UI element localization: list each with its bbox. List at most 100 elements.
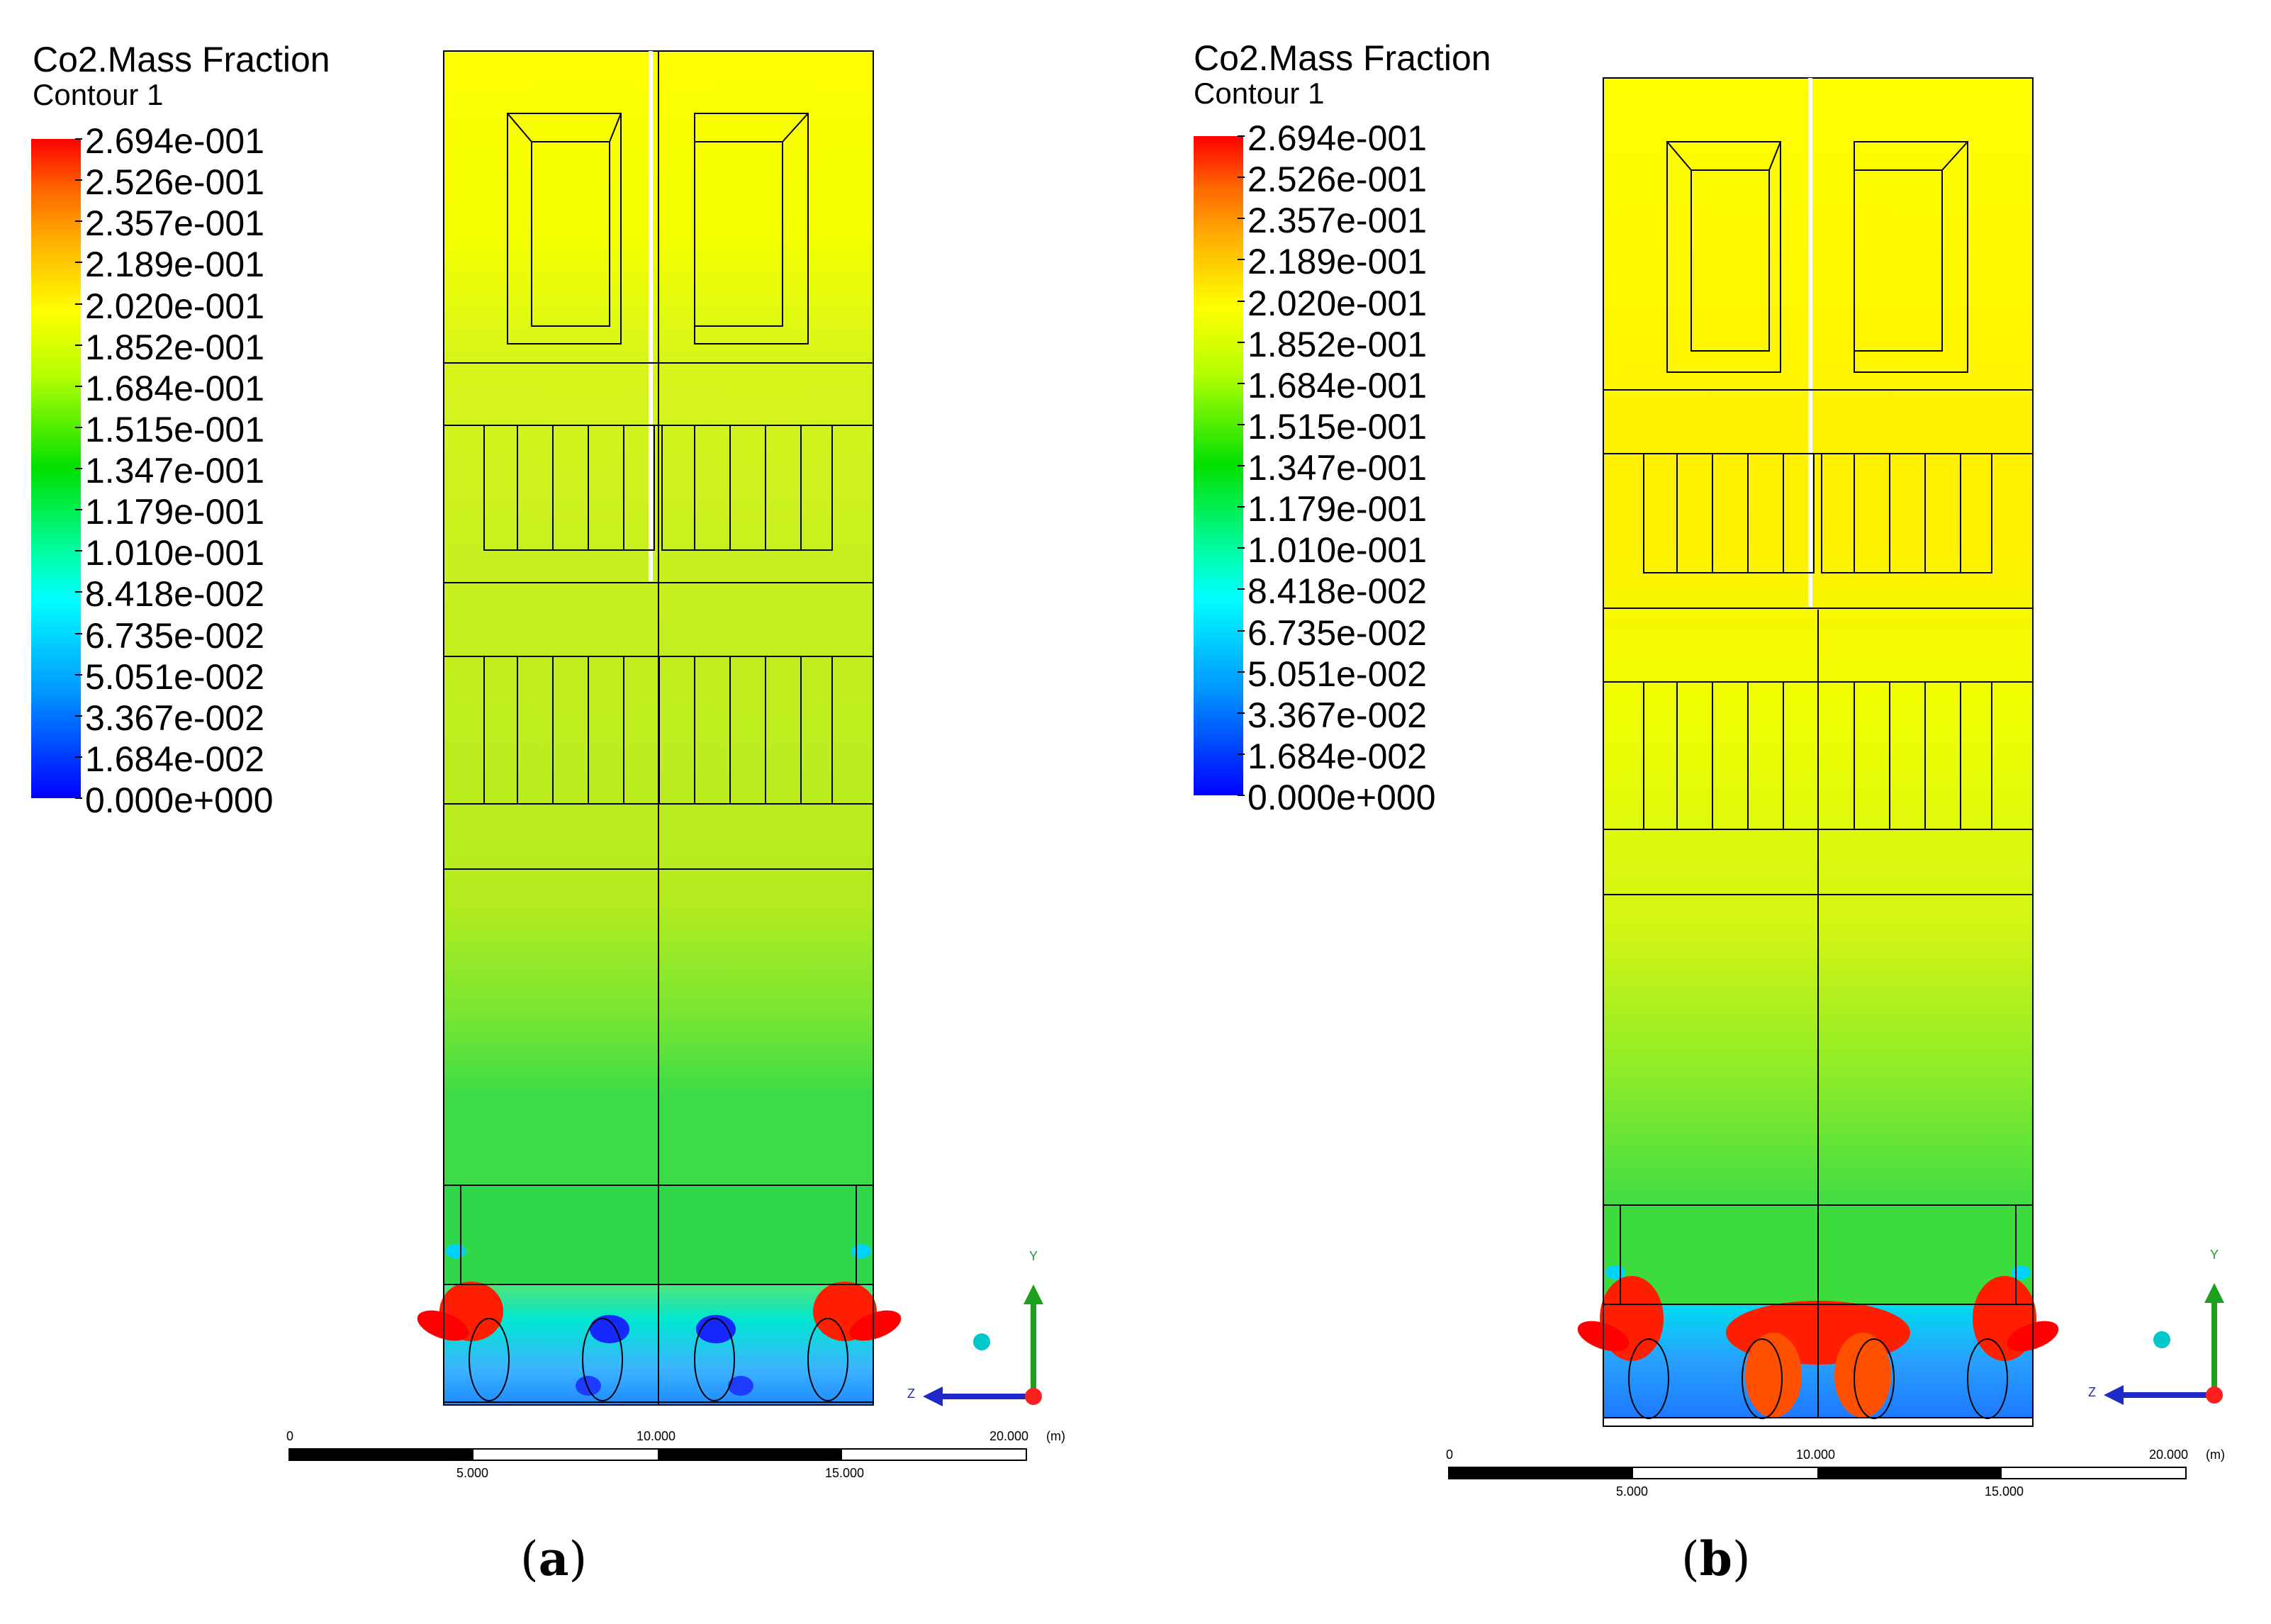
legend-tick-mark <box>75 715 82 717</box>
red-zone <box>849 1310 902 1341</box>
legend-tick-mark <box>75 344 82 346</box>
legend-tick-label: 3.367e-002 <box>85 698 265 738</box>
scale-q3: 15.000 <box>825 1466 865 1480</box>
legend-tick-mark <box>75 385 82 387</box>
legend-tick-mark <box>75 262 82 264</box>
legend-tick-mark <box>1238 341 1245 343</box>
legend-tick-label: 1.852e-001 <box>85 327 265 367</box>
legend-subtitle: Contour 1 <box>1194 77 1325 110</box>
legend-tick-mark <box>1238 629 1245 632</box>
legend-tick-mark <box>1238 547 1245 549</box>
legend-tick-mark <box>75 509 82 511</box>
scale-mid: 10.000 <box>1796 1447 1836 1462</box>
legend-tick-mark <box>1238 795 1245 796</box>
legend-tick-mark <box>75 179 82 181</box>
legend-tick-label: 2.357e-001 <box>85 203 265 244</box>
legend-tick-mark <box>1238 300 1245 302</box>
legend-tick-label: 2.526e-001 <box>1247 159 1428 200</box>
legend-tick-label: 8.418e-002 <box>85 574 265 615</box>
axis-triad <box>2104 1283 2224 1405</box>
legend-tick-label: 8.418e-002 <box>1247 571 1428 612</box>
legend-tick-label: 1.010e-001 <box>85 533 265 573</box>
scale-seg <box>289 1449 473 1460</box>
legend-tick-mark <box>1238 218 1245 220</box>
legend-tick-mark <box>75 632 82 634</box>
legend-tick-label: 1.010e-001 <box>1247 530 1428 571</box>
legend-tick-label: 1.347e-001 <box>85 451 265 491</box>
legend-tick-mark <box>75 468 82 469</box>
legend-tick-mark <box>75 591 82 593</box>
scale-unit: (m) <box>2206 1447 2225 1462</box>
legend-tick-mark <box>75 550 82 552</box>
legend-tick-label: 2.694e-001 <box>85 121 265 161</box>
legend-tick-label: 2.020e-001 <box>85 286 265 326</box>
axis-y-label: Y <box>2210 1248 2219 1262</box>
legend-tick-mark <box>1238 753 1245 755</box>
legend-tick-label: 5.051e-002 <box>85 656 265 697</box>
legend-tick-mark <box>1238 177 1245 179</box>
legend-tick-mark <box>1238 588 1245 590</box>
legend-tick-label: 1.684e-002 <box>85 739 265 779</box>
legend-tick-mark <box>1238 382 1245 384</box>
legend-tick-label: 2.020e-001 <box>1247 283 1428 323</box>
red-zone <box>1745 1333 1802 1418</box>
legend-tick-label: 1.684e-001 <box>1247 365 1428 405</box>
axis-y-label: Y <box>1029 1249 1038 1263</box>
axis-z-label: Z <box>907 1387 915 1401</box>
scale-end: 20.000 <box>989 1429 1029 1443</box>
legend-tick-label: 5.051e-002 <box>1247 654 1428 694</box>
scale-start: 0 <box>286 1429 294 1443</box>
legend-title: Co2.Mass Fraction <box>33 40 330 79</box>
legend-tick-label: 1.179e-001 <box>1247 489 1428 530</box>
scale-seg <box>1449 1467 1633 1479</box>
legend-title: Co2.Mass Fraction <box>1194 38 1491 78</box>
scale-mid: 10.000 <box>637 1429 676 1443</box>
legend-tick-mark <box>75 797 82 799</box>
legend-tick-mark <box>75 756 82 758</box>
panel-a: Co2.Mass Fraction Contour 1 <box>31 40 1065 1586</box>
blue-spot <box>728 1376 753 1396</box>
legend-tick-mark <box>1238 506 1245 508</box>
contour-plot <box>288 50 1043 1461</box>
contour-plot <box>1448 77 2224 1479</box>
legend-tick-mark <box>1238 135 1245 137</box>
legend-tick-label: 1.347e-001 <box>1247 448 1428 488</box>
scale-start: 0 <box>1446 1447 1454 1462</box>
legend-tick-mark <box>75 303 82 305</box>
legend-tick-label: 2.357e-001 <box>1247 201 1428 241</box>
legend-tick-mark <box>75 138 82 140</box>
legend-tick-mark <box>1238 712 1245 714</box>
blue-spot <box>590 1315 629 1343</box>
legend-subtitle: Contour 1 <box>33 78 164 111</box>
legend-tick-mark <box>1238 671 1245 673</box>
legend-tick-label: 2.694e-001 <box>1247 118 1428 158</box>
axis-z-label: Z <box>2088 1385 2096 1399</box>
legend-tick-mark <box>75 673 82 676</box>
panel-b: Co2.Mass Fraction Contour 1 <box>1136 0 2271 1624</box>
scale-end: 20.000 <box>2149 1447 2189 1462</box>
cyan-nozzle <box>851 1244 871 1258</box>
legend-tick-mark <box>1238 423 1245 425</box>
legend-tick-label: 1.852e-001 <box>1247 324 1428 364</box>
legend-tick-mark <box>1238 259 1245 261</box>
red-zone <box>1834 1333 1891 1418</box>
legend-tick-label: 1.684e-001 <box>85 368 265 408</box>
blue-spot <box>576 1376 601 1396</box>
axis-triad <box>923 1284 1043 1406</box>
scale-q1: 5.000 <box>456 1466 489 1480</box>
legend-tick-label: 2.189e-001 <box>1247 242 1428 282</box>
scale-unit: (m) <box>1046 1429 1065 1443</box>
legend-tick-label: 1.684e-002 <box>1247 736 1428 776</box>
scale-seg <box>1817 1467 2002 1479</box>
cyan-nozzle <box>1605 1265 1625 1279</box>
legend-tick-label: 6.735e-002 <box>1247 612 1428 653</box>
legend-tick-label: 3.367e-002 <box>1247 695 1428 735</box>
colorbar <box>31 139 81 798</box>
legend-tick-mark <box>1238 465 1245 466</box>
colorbar <box>1194 136 1243 795</box>
legend-tick-label: 2.526e-001 <box>85 162 265 203</box>
legend-tick-label: 0.000e+000 <box>1247 778 1436 817</box>
legend-tick-label: 0.000e+000 <box>85 780 274 820</box>
legend-tick-label: 1.515e-001 <box>85 409 265 449</box>
scale-q3: 15.000 <box>1985 1484 2024 1499</box>
